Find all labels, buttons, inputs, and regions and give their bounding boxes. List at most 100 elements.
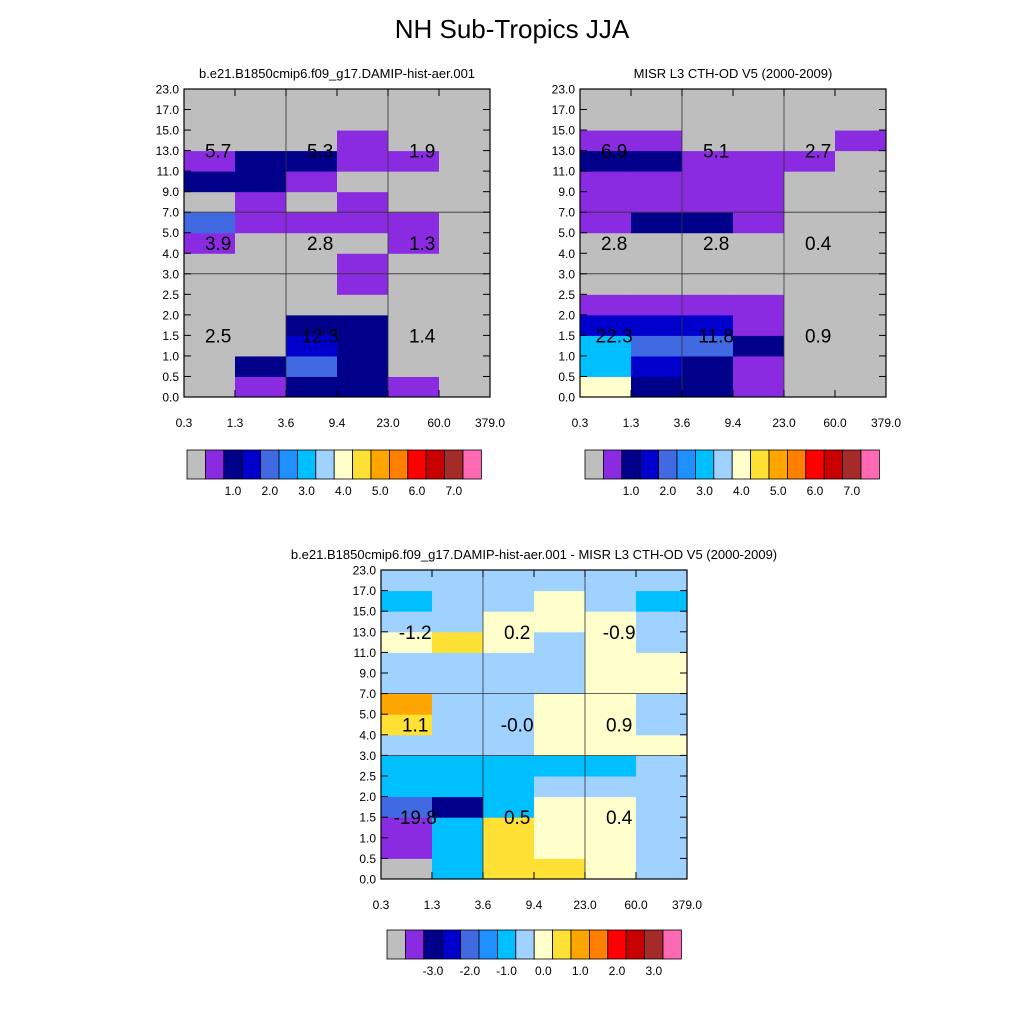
y-tick-label: 0.5 [162,370,179,384]
panel-title: MISR L3 CTH-OD V5 (2000-2009) [634,66,833,81]
heatmap-cell [388,314,440,336]
heatmap-cell [184,253,236,275]
y-tick-label: 2.0 [162,308,179,322]
heatmap-cell [483,590,535,612]
heatmap-cell [439,212,491,234]
heatmap-cell [636,570,688,592]
data-label: 2.8 [307,234,333,255]
heatmap-cell [388,191,440,213]
heatmap-cell [631,232,683,254]
colorbar-swatch [423,929,443,960]
colorbar-swatch [296,449,317,480]
heatmap-cell [337,89,389,111]
heatmap-cell [580,253,632,275]
heatmap-cell [636,755,688,777]
heatmap-cell [235,130,287,152]
heatmap-cell [388,253,440,275]
heatmap-cell [235,109,287,131]
heatmap-cell [235,355,287,377]
heatmap-cell [483,570,535,592]
colorbar-label: -1.0 [496,964,517,978]
heatmap-cell [184,109,236,131]
heatmap-cell [585,673,637,695]
data-label: -0.9 [603,623,636,644]
heatmap-cell [235,212,287,234]
y-tick-label: 7.0 [359,687,376,701]
heatmap-cell [534,714,586,736]
heatmap-cell [682,294,734,316]
colorbar-label: 4.0 [335,484,352,498]
heatmap-cell [184,171,236,193]
heatmap-cell [381,714,433,736]
colorbar-label: 6.0 [409,484,426,498]
y-tick-label: 4.0 [558,247,575,261]
colorbar-swatch [533,929,554,960]
data-label: 0.5 [504,808,530,829]
colorbar: 1.0 2.0 3.0 4.0 5.0 6.0 7.0 [186,449,482,498]
heatmap-cell [631,171,683,193]
colorbar-swatch [658,449,678,480]
heatmap-cell [784,314,836,336]
heatmap-cell [580,212,632,234]
heatmap-cell [381,837,433,859]
colorbar-swatch [713,449,733,480]
heatmap-cell [235,253,287,275]
heatmap-cell [585,570,637,592]
heatmap-cell [432,631,484,653]
y-tick-label: 23.0 [353,564,377,578]
colorbar-label: 1.0 [623,484,640,498]
heatmap-cell [631,273,683,295]
heatmap-cell [835,294,887,316]
heatmap-cell [784,171,836,193]
colorbar-label: -3.0 [423,964,444,978]
heatmap-cell [534,858,586,880]
heatmap-cell [580,232,632,254]
heatmap-cell [483,693,535,715]
heatmap-cell [483,714,535,736]
heatmap-cell [184,355,236,377]
heatmap-cell [534,652,586,674]
y-tick-label: 4.0 [162,247,179,261]
colorbar-swatch [603,449,623,480]
heatmap-cell [432,652,484,674]
heatmap-cell [835,130,887,152]
x-tick-label: 3.6 [674,416,691,430]
heatmap-cell [337,171,389,193]
colorbar-label: 5.0 [372,484,389,498]
colorbar-swatch [186,449,206,480]
heatmap-cell [636,590,688,612]
heatmap-cell [381,858,433,880]
heatmap-cell [337,376,389,398]
heatmap-cell [235,191,287,213]
data-label: 0.9 [606,716,632,737]
colorbar-swatch [842,449,862,480]
heatmap-cell [534,776,586,798]
heatmap-cell [388,273,440,295]
heatmap-cell [534,796,586,818]
y-tick-label: 17.0 [353,584,377,598]
heatmap-cell [184,212,236,234]
heatmap-cell [439,273,491,295]
colorbar-swatch [552,929,572,960]
heatmap-cell [235,294,287,316]
heatmap-cell [432,611,484,633]
colorbar-swatch [768,449,788,480]
heatmap-cell [388,130,440,152]
y-tick-label: 4.0 [359,728,376,742]
y-tick-label: 7.0 [558,206,575,220]
colorbar-label: 7.0 [843,484,860,498]
colorbar-label: 5.0 [770,484,787,498]
heatmap-cell [835,253,887,275]
heatmap-cell [534,673,586,695]
heatmap-cell [585,611,637,633]
heatmap-cell [835,212,887,234]
heatmap-cell [682,212,734,234]
data-label: -0.0 [501,716,534,737]
y-tick-label: 2.0 [359,790,376,804]
heatmap-cell [784,376,836,398]
heatmap-cell [388,89,440,111]
colorbar-swatch [823,449,844,480]
heatmap-cell [580,191,632,213]
colorbar-swatch [315,449,335,480]
